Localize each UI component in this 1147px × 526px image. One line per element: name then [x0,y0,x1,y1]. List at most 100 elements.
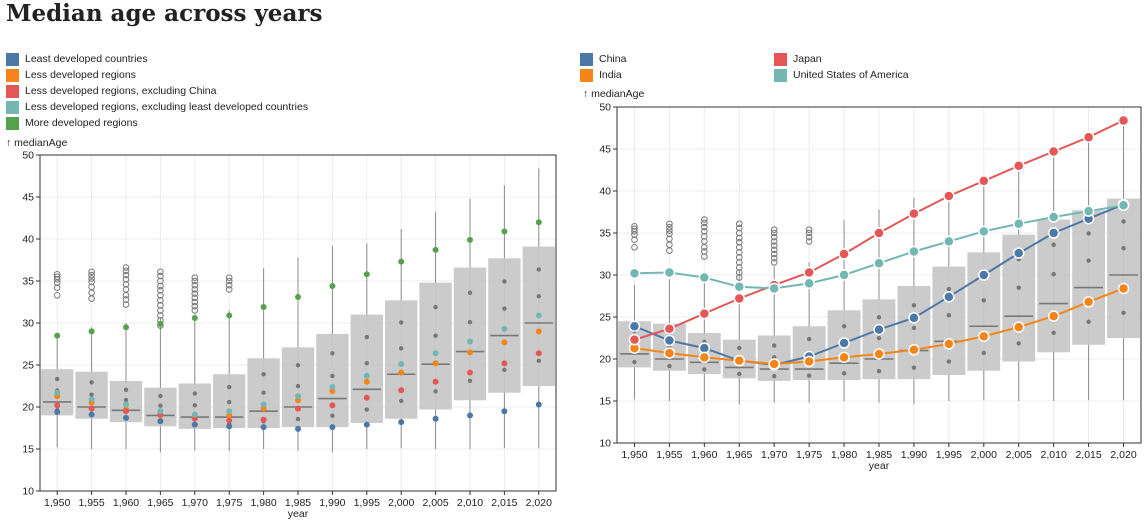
country-point [123,387,129,392]
legend-item-china: China [580,51,740,67]
chart-left: 10 15 20 25 30 35 40 45 50 1,950 1,955 1,960 1,965 1,… [22,150,557,520]
legend-swatch [6,68,19,82]
series-point [908,344,920,356]
outlier-point [770,254,778,262]
outlier-point [735,264,743,271]
country-point [1086,231,1091,236]
outlier-point [805,238,813,245]
outlier-point [631,243,638,251]
outlier-point [88,268,95,276]
legend-item-india: India [580,67,740,83]
country-point [946,286,952,292]
outlier-point [157,302,164,309]
box-2,020 [1107,120,1140,401]
x-tick-label: 1,995 [936,449,962,461]
legend-label: Less developed regions, excluding China [25,85,217,97]
outlier-point [735,249,743,256]
country-point [295,383,301,389]
outlier-point [770,259,778,266]
outlier-point [122,286,130,293]
outlier-point [157,291,164,299]
series-point [908,312,920,324]
series-point [54,402,61,409]
box-1,985 [281,257,315,451]
x-tick-label: 1,955 [78,497,104,509]
series-point [501,360,508,367]
series-point [803,277,815,290]
series-point [363,271,370,278]
country-point [981,298,986,303]
legend-swatch [580,68,593,82]
x-tick-label: 1,980 [250,497,276,509]
series-point [88,328,95,335]
series-point [467,369,473,376]
legend-label: United States of America [793,69,909,81]
box-1,990 [316,245,349,453]
box-body [897,285,931,380]
series-point [260,401,267,408]
y-tick-label: 20 [22,402,34,414]
series-point [467,349,473,356]
x-tick-label: 2,010 [1041,449,1067,461]
country-point [1121,246,1126,251]
outlier-point [735,234,743,242]
x-tick-label: 1,970 [761,449,787,461]
country-point [1051,242,1056,247]
series-point [1012,321,1025,333]
outlier-point [191,286,199,293]
series-point [226,312,233,319]
country-point [330,413,335,418]
outlier-point [735,224,743,232]
y-tick-label: 45 [599,144,611,156]
series-point [295,397,301,404]
outlier-point [735,259,743,266]
series-point [295,293,301,300]
country-point [1051,330,1056,335]
country-point [364,360,369,366]
country-point [667,363,672,369]
legend-swatch [774,68,787,82]
country-point [261,390,266,395]
country-point [876,335,882,341]
outlier-point [191,277,199,285]
country-point [911,325,917,331]
series-point [663,347,676,359]
series-point [698,271,711,284]
series-point [432,360,439,367]
series-point [1082,296,1095,308]
series-point [838,269,850,281]
country-point [536,358,541,363]
series-point [978,330,990,343]
x-tick-label: 1,960 [691,449,717,461]
series-point [1047,211,1060,223]
country-point [1016,341,1021,346]
series-point [123,401,129,408]
legend-item-united-states-of-america: United States of America [774,67,934,83]
country-point [433,389,438,394]
series-point [1012,160,1025,172]
series-point [1012,247,1025,259]
series-point [226,412,233,419]
legend-swatch [580,52,593,66]
outlier-point [701,219,708,227]
x-tick-label: 2,020 [526,497,552,509]
series-point [226,408,233,415]
outlier-point [735,254,743,261]
series-point [398,369,405,376]
series-point [768,358,780,370]
outlier-point [701,253,708,260]
series-point [123,414,129,421]
x-tick-label: 2,020 [1110,449,1136,461]
series-point [54,389,61,396]
outlier-point [191,281,199,289]
x-tick-label: 2,005 [1006,449,1032,461]
outlier-point [805,233,813,241]
outlier-point [157,277,164,285]
x-tick-label: 2,015 [1075,449,1101,461]
country-point [227,384,232,390]
outlier-point [157,307,164,314]
series-point [501,408,508,415]
legend-swatch [6,52,19,66]
series-point [768,282,780,295]
country-point [737,371,742,377]
